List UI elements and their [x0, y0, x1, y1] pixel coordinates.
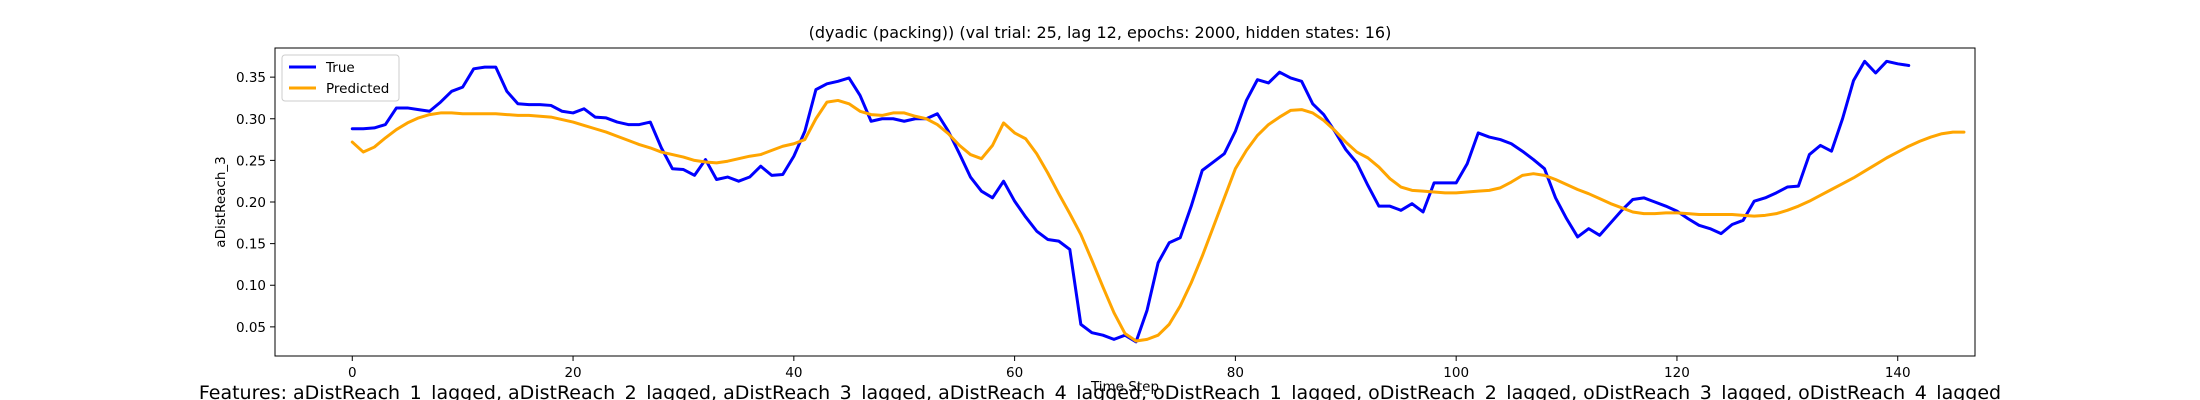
y-axis-label: aDistReach_3 — [213, 156, 229, 247]
features-caption: Features: aDistReach_1_lagged, aDistReac… — [199, 382, 2001, 400]
series-layer — [350, 59, 1966, 344]
x-tick-label: 40 — [785, 365, 802, 381]
x-tick-label: 100 — [1443, 365, 1469, 381]
y-tick-label: 0.25 — [236, 153, 266, 169]
series-line-true — [350, 59, 1911, 344]
y-tick-label: 0.20 — [236, 195, 266, 211]
x-tick-label: 20 — [564, 365, 581, 381]
x-axis: 0 20 40 60 80 100 120 140 — [348, 356, 1911, 381]
x-axis-label: Time Step — [1090, 379, 1159, 395]
x-tick-label: 140 — [1885, 365, 1911, 381]
x-tick-label: 80 — [1227, 365, 1244, 381]
legend-label-true: True — [325, 60, 355, 76]
plot-area — [274, 47, 1976, 357]
y-tick-label: 0.35 — [236, 70, 266, 86]
legend: True Predicted — [281, 54, 400, 102]
y-tick-label: 0.30 — [236, 112, 266, 128]
y-tick-label: 0.05 — [236, 320, 266, 336]
legend-label-predicted: Predicted — [326, 81, 389, 97]
x-tick-label: 0 — [348, 365, 357, 381]
y-axis: 0.05 0.10 0.15 0.20 0.25 0.30 0.35 — [236, 70, 275, 336]
y-tick-label: 0.15 — [236, 237, 266, 253]
x-tick-label: 120 — [1664, 365, 1690, 381]
series-line-predicted — [350, 98, 1966, 343]
chart-title: (dyadic (packing)) (val trial: 25, lag 1… — [809, 23, 1392, 42]
x-tick-label: 60 — [1006, 365, 1023, 381]
y-tick-label: 0.10 — [236, 278, 266, 294]
plot-frame — [274, 47, 1976, 357]
